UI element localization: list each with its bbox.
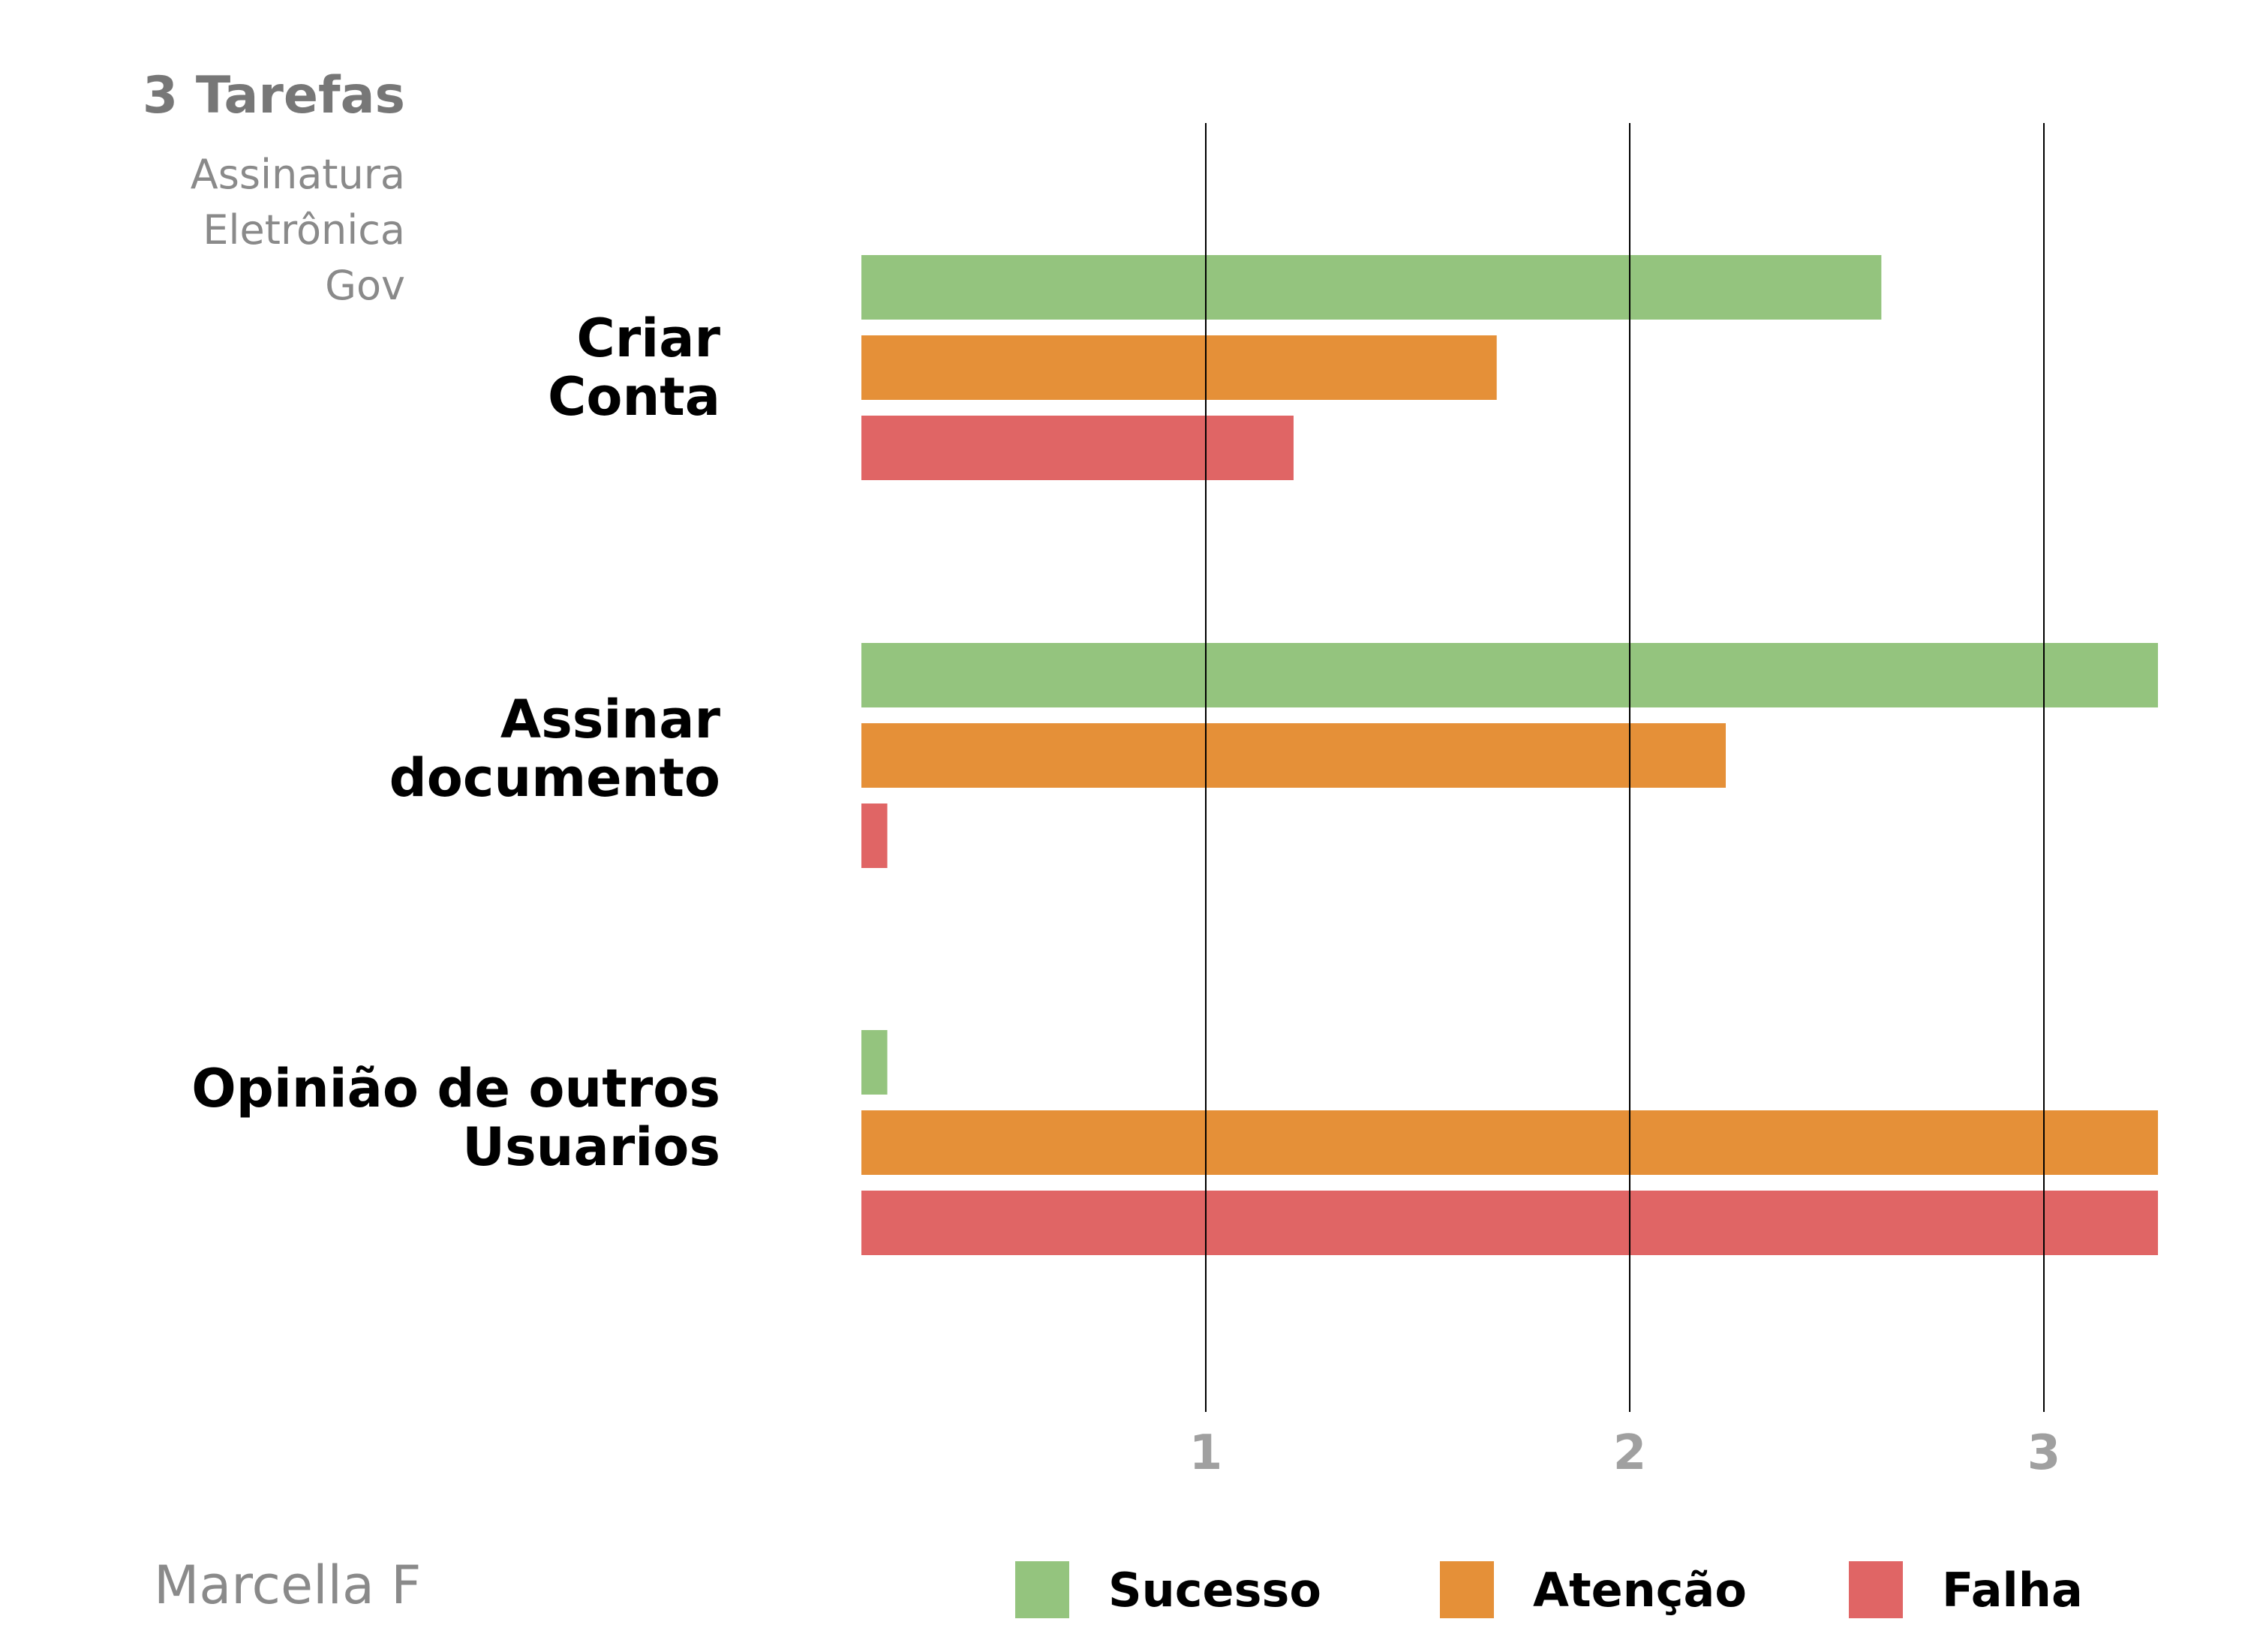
bar-atencao-3 <box>861 1110 2158 1175</box>
legend-swatch-atencao <box>1440 1561 1494 1618</box>
x-tick-label-1: 1 <box>1189 1425 1223 1481</box>
legend-item-sucesso: Sucesso <box>1015 1560 1321 1619</box>
x-tick-label-2: 2 <box>1613 1425 1647 1481</box>
bar-sucesso-1 <box>861 255 1882 320</box>
legend-label-sucesso: Sucesso <box>1108 1562 1321 1617</box>
category-label-assinar-documento: Assinar documento <box>389 689 720 809</box>
legend-swatch-sucesso <box>1015 1561 1069 1618</box>
category-label-opiniao: Opinião de outros Usuarios <box>191 1058 720 1178</box>
legend-label-atencao: Atenção <box>1533 1562 1747 1617</box>
bar-falha-3 <box>861 1191 2158 1255</box>
bar-falha-2 <box>861 803 888 868</box>
legend-item-falha: Falha <box>1849 1560 2083 1619</box>
legend-label-falha: Falha <box>1942 1562 2083 1617</box>
category-label-criar-conta: Criar Conta <box>548 308 720 428</box>
bar-atencao-1 <box>861 335 1497 400</box>
legend-swatch-falha <box>1849 1561 1903 1618</box>
author-label: Marcella F <box>154 1554 422 1616</box>
bar-atencao-2 <box>861 723 1726 788</box>
x-tick-label-3: 3 <box>2027 1425 2061 1481</box>
bar-sucesso-2 <box>861 643 2158 707</box>
legend-item-atencao: Atenção <box>1440 1560 1747 1619</box>
bar-falha-1 <box>861 416 1294 480</box>
bar-sucesso-3 <box>861 1030 888 1095</box>
chart-subtitle: Assinatura Eletrônica Gov <box>190 151 405 309</box>
chart-title: 3 Tarefas <box>142 66 405 125</box>
